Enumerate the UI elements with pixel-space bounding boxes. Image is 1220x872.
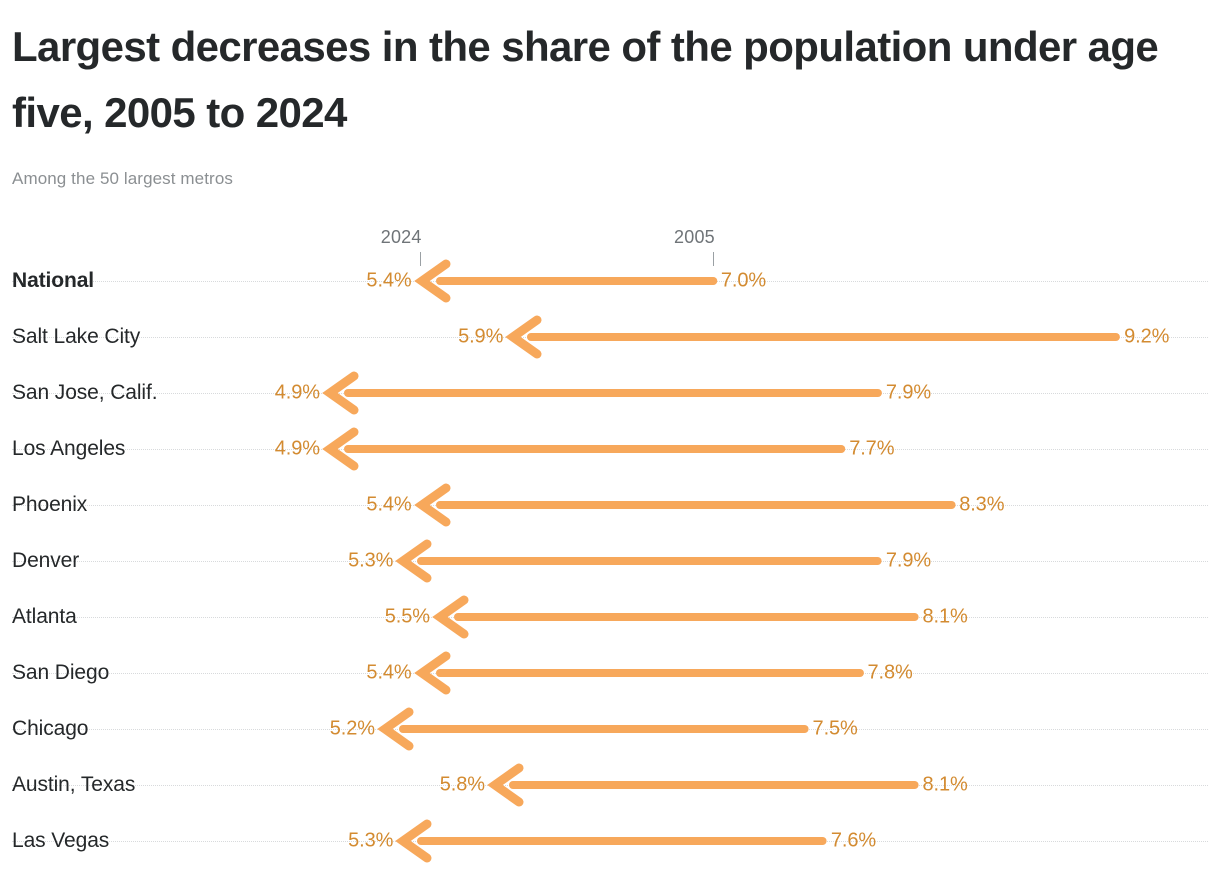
value-label-2024: 4.9% [274,381,320,404]
change-arrow-icon [413,259,717,303]
axis-header-2024: 2024 [380,227,422,247]
change-arrow-icon [395,819,827,863]
value-label-2024: 5.5% [384,605,430,628]
value-label-2024: 5.3% [348,829,394,852]
row-label-san-diego: San Diego [12,661,110,684]
row-label-phoenix: Phoenix [12,493,88,516]
chart-header: Largest decreases in the share of the po… [12,0,1192,190]
change-arrow-icon [413,483,956,527]
value-label-2024: 5.8% [439,773,485,796]
value-label-2024: 5.4% [366,493,412,516]
value-label-2024: 4.9% [274,437,320,460]
change-arrow-icon [322,371,882,415]
row-label-san-jose-calif: San Jose, Calif. [12,381,158,404]
value-label-2005: 8.1% [922,773,968,796]
row-label-las-vegas: Las Vegas [12,829,110,852]
change-arrow-icon [413,651,864,695]
row-label-denver: Denver [12,549,80,572]
value-label-2005: 8.3% [959,493,1005,516]
row-label-chicago: Chicago [12,717,89,740]
value-label-2005: 8.1% [922,605,968,628]
value-label-2005: 7.6% [830,829,877,852]
value-label-2005: 7.0% [720,269,767,292]
axis-header-2005-tick [712,252,714,266]
value-label-2024: 5.4% [366,661,412,684]
value-label-2024: 5.9% [458,325,504,348]
change-arrow-icon [377,707,809,751]
change-arrow-icon [395,539,882,583]
value-label-2005: 7.5% [812,717,858,740]
value-label-2005: 9.2% [1124,325,1170,348]
value-label-2005: 7.8% [867,661,913,684]
change-arrow-icon [432,595,919,639]
row-label-atlanta: Atlanta [12,605,77,628]
value-label-2005: 7.9% [885,381,932,404]
change-arrow-icon [322,427,846,471]
change-arrow-icon [505,315,1121,359]
value-label-2024: 5.3% [348,549,394,572]
axis-header-2005: 2005 [674,227,715,247]
row-label-los-angeles: Los Angeles [12,437,126,460]
value-label-2005: 7.9% [885,549,932,572]
page-title: Largest decreases in the share of the po… [12,23,1159,136]
value-label-2024: 5.4% [366,269,412,292]
row-label-national: National [12,269,95,292]
value-label-2005: 7.7% [849,437,895,460]
row-label-salt-lake-city: Salt Lake City [12,325,141,348]
change-arrow-icon [487,763,919,807]
axis-header-2024-tick [419,252,421,266]
chart-subtitle: Among the 50 largest metros [12,169,233,188]
row-label-austin-texas: Austin, Texas [12,773,136,796]
value-label-2024: 5.2% [329,717,375,740]
